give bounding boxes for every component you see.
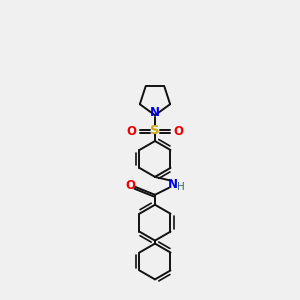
Text: S: S (150, 124, 160, 136)
Text: O: O (125, 179, 135, 192)
Text: H: H (177, 182, 185, 192)
Text: O: O (126, 124, 136, 138)
Text: N: N (168, 178, 178, 191)
Text: O: O (174, 124, 184, 138)
Text: N: N (150, 106, 160, 119)
